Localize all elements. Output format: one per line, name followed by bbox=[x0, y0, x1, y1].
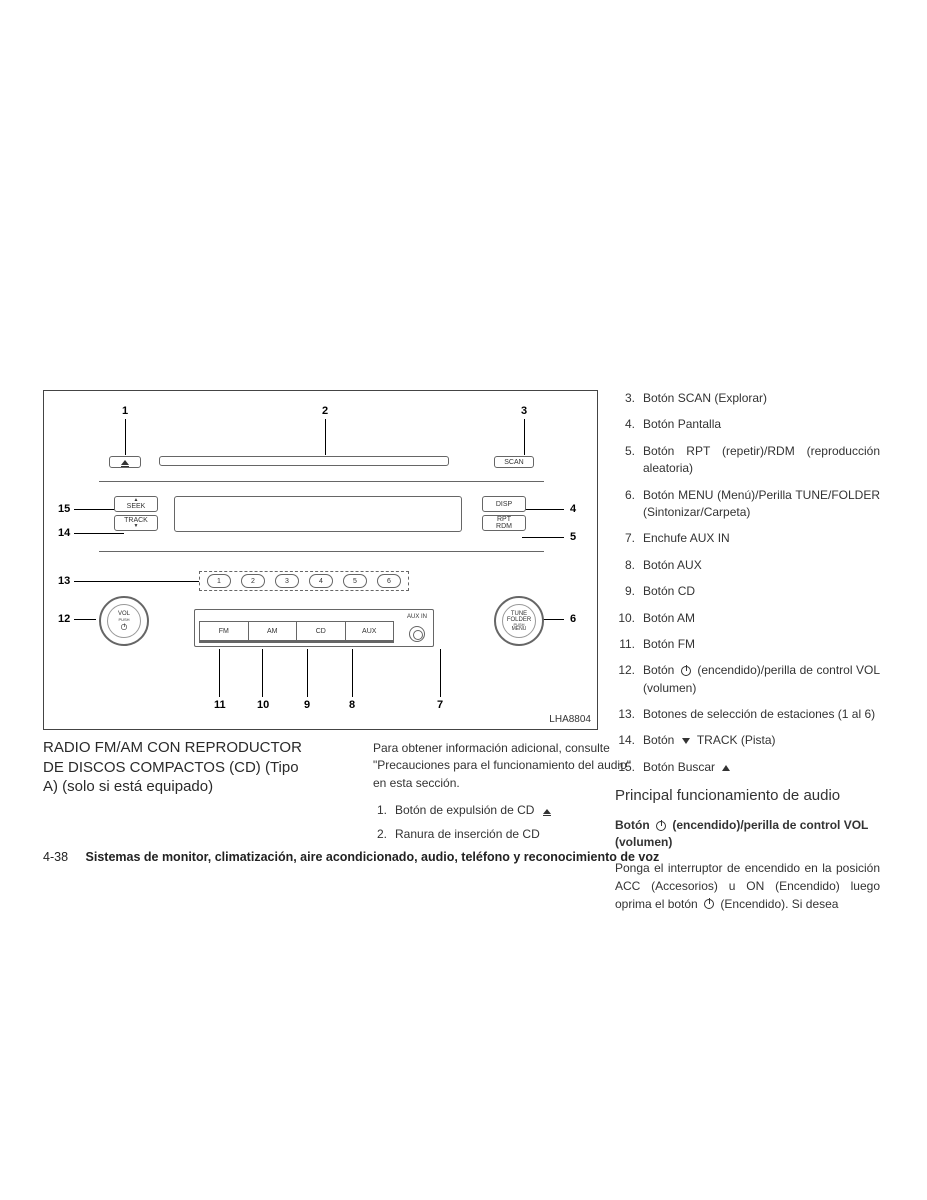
callout-12: 12 bbox=[58, 613, 70, 625]
list-item: 8.Botón AUX bbox=[615, 557, 880, 574]
footer-title: Sistemas de monitor, climatización, aire… bbox=[86, 850, 660, 864]
cd-slot bbox=[159, 456, 449, 466]
list-item: 14.Botón TRACK (Pista) bbox=[615, 732, 880, 749]
list-item: 3.Botón SCAN (Explorar) bbox=[615, 390, 880, 407]
section-title: RADIO FM/AM CON REPRODUCTOR DE DISCOS CO… bbox=[43, 738, 313, 797]
body-paragraph: Ponga el interruptor de encendido en la … bbox=[615, 859, 880, 913]
radio-face: SCAN ▲ SEEK TRACK ▼ DISP RPT RDM bbox=[99, 441, 544, 691]
callout-5: 5 bbox=[570, 531, 576, 543]
callout-6: 6 bbox=[570, 613, 576, 625]
display-screen bbox=[174, 496, 462, 532]
bold-paragraph: Botón (encendido)/perilla de control VOL… bbox=[615, 817, 880, 851]
aux-button: AUX bbox=[346, 622, 394, 640]
intro-text: Para obtener información adicional, cons… bbox=[373, 740, 633, 792]
list-item: 15.Botón Buscar bbox=[615, 759, 880, 776]
power-icon bbox=[656, 821, 666, 831]
radio-diagram: 1 2 3 15 14 13 12 4 5 6 11 10 9 8 7 bbox=[43, 390, 598, 730]
eject-button bbox=[109, 456, 141, 468]
callout-7: 7 bbox=[437, 699, 443, 711]
callout-15: 15 bbox=[58, 503, 70, 515]
callout-2: 2 bbox=[322, 405, 328, 417]
callout-14: 14 bbox=[58, 527, 70, 539]
list-item: 5.Botón RPT (repetir)/RDM (reproducción … bbox=[615, 443, 880, 478]
callout-4: 4 bbox=[570, 503, 576, 515]
seek-track-group: ▲ SEEK TRACK ▼ bbox=[114, 496, 158, 531]
triangle-up-icon bbox=[722, 765, 730, 771]
vol-knob: VOL PUSH bbox=[99, 596, 149, 646]
list-item: 7.Enchufe AUX IN bbox=[615, 530, 880, 547]
disp-rpt-group: DISP RPT RDM bbox=[482, 496, 526, 531]
list-item: 1. Botón de expulsión de CD bbox=[373, 802, 633, 819]
list-item: 2. Ranura de inserción de CD bbox=[373, 826, 633, 843]
right-column: 3.Botón SCAN (Explorar) 4.Botón Pantalla 5… bbox=[615, 390, 880, 913]
callout-1: 1 bbox=[122, 405, 128, 417]
source-panel: AUX IN FM AM CD AUX bbox=[194, 609, 434, 647]
page-footer: 4-38 Sistemas de monitor, climatización,… bbox=[43, 850, 883, 864]
list-item: 9.Botón CD bbox=[615, 583, 880, 600]
list-item: 11.Botón FM bbox=[615, 636, 880, 653]
eject-icon bbox=[543, 809, 551, 814]
list-item: 12.Botón (encendido)/perilla de control … bbox=[615, 662, 880, 697]
subheading: Principal funcionamiento de audio bbox=[615, 785, 880, 807]
list-item: 10.Botón AM bbox=[615, 610, 880, 627]
fm-button: FM bbox=[200, 622, 249, 640]
triangle-down-icon bbox=[682, 738, 690, 744]
callout-9: 9 bbox=[304, 699, 310, 711]
power-icon bbox=[704, 899, 714, 909]
power-icon bbox=[681, 666, 691, 676]
preset-row: 1 2 3 4 5 6 bbox=[199, 571, 409, 591]
cd-button: CD bbox=[297, 622, 346, 640]
callout-13: 13 bbox=[58, 575, 70, 587]
scan-button: SCAN bbox=[494, 456, 534, 468]
callout-3: 3 bbox=[521, 405, 527, 417]
list-item: 13.Botones de selección de estaciones (1… bbox=[615, 706, 880, 723]
am-button: AM bbox=[249, 622, 298, 640]
callout-11: 11 bbox=[214, 699, 226, 711]
tune-knob: TUNE FOLDER PUSH MENU bbox=[494, 596, 544, 646]
list-item: 6.Botón MENU (Menú)/Perilla TUNE/FOLDER … bbox=[615, 487, 880, 522]
aux-jack bbox=[409, 626, 425, 642]
callout-10: 10 bbox=[257, 699, 269, 711]
diagram-id: LHA8804 bbox=[549, 714, 591, 725]
list-item: 4.Botón Pantalla bbox=[615, 416, 880, 433]
callout-8: 8 bbox=[349, 699, 355, 711]
page-number: 4-38 bbox=[43, 850, 68, 864]
middle-column: Para obtener información adicional, cons… bbox=[373, 740, 633, 849]
